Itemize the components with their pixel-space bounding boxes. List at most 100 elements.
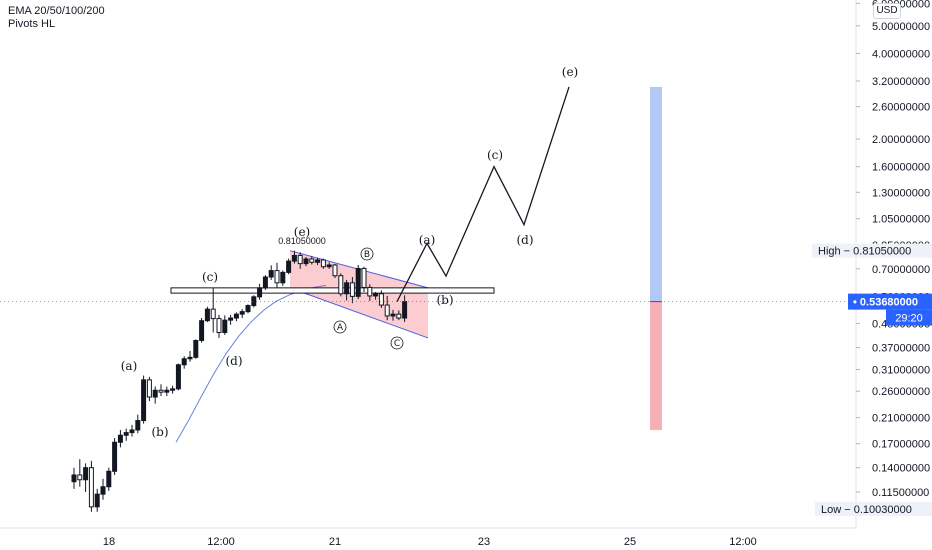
elliott-wave-projection[interactable] xyxy=(396,86,570,302)
candle-up[interactable] xyxy=(187,356,193,360)
candle-down[interactable] xyxy=(384,304,390,317)
candle-up[interactable] xyxy=(71,474,77,483)
candle-up[interactable] xyxy=(251,296,257,307)
price-tick-label: 2.60000000 xyxy=(872,102,930,114)
candle-up[interactable] xyxy=(280,271,286,284)
price-tick-label: 0.31000000 xyxy=(872,364,930,376)
candle-up[interactable] xyxy=(326,264,332,268)
candle-up[interactable] xyxy=(112,441,118,472)
candle-down[interactable] xyxy=(396,313,402,319)
wave-labels: (a) (b) (c) (d) (e) (a) (b) (c) (d) (e) A B C 0.81050… xyxy=(121,65,579,439)
price-tick-label: 0.37000000 xyxy=(872,343,930,355)
candle-up[interactable] xyxy=(94,493,100,508)
candle-up[interactable] xyxy=(170,388,176,391)
last-price-badge[interactable] xyxy=(848,293,932,310)
wave-label: (b) xyxy=(151,425,168,439)
candle-down[interactable] xyxy=(274,270,280,284)
price-axis[interactable]: 6.00000000 5.00000000 4.00000000 3.20000000… xyxy=(0,0,932,516)
candle-up[interactable] xyxy=(106,470,112,488)
legend-pivots[interactable]: Pivots HL xyxy=(8,18,56,30)
candle-up[interactable] xyxy=(239,311,245,315)
price-tick-label: 0.14000000 xyxy=(872,463,930,475)
candle-down[interactable] xyxy=(338,275,344,295)
candle-up[interactable] xyxy=(303,258,309,265)
time-axis[interactable]: 18 12:00 21 23 25 12:00 xyxy=(103,536,757,548)
price-tick-label: 2.00000000 xyxy=(872,134,930,146)
candle-up[interactable] xyxy=(233,313,239,319)
candle-up[interactable] xyxy=(245,305,251,313)
grid xyxy=(0,0,857,529)
candle-down[interactable] xyxy=(320,259,326,268)
candle-up[interactable] xyxy=(152,389,158,398)
candle-down[interactable] xyxy=(367,286,373,297)
price-tick-label: 0.21000000 xyxy=(872,413,930,425)
candle-up[interactable] xyxy=(228,317,234,321)
candle-up[interactable] xyxy=(222,319,228,334)
candle-up[interactable] xyxy=(204,308,210,322)
candle-down[interactable] xyxy=(210,308,216,320)
candle-down[interactable] xyxy=(361,267,367,288)
candle-down[interactable] xyxy=(88,467,94,508)
countdown-badge xyxy=(886,309,932,326)
candle-up[interactable] xyxy=(315,259,321,263)
candle-up[interactable] xyxy=(164,389,170,393)
candle-up[interactable] xyxy=(402,301,408,319)
candle-up[interactable] xyxy=(100,486,106,495)
candle-up[interactable] xyxy=(286,260,292,273)
low-marker-label: Low − 0.10030000 xyxy=(821,504,912,516)
candle-down[interactable] xyxy=(378,293,384,306)
candle-up[interactable] xyxy=(175,364,181,390)
candle-up[interactable] xyxy=(390,313,396,317)
candle-up[interactable] xyxy=(257,287,263,298)
candle-up[interactable] xyxy=(141,379,147,422)
candle-up[interactable] xyxy=(268,270,274,278)
price-tick-label: 1.30000000 xyxy=(872,187,930,199)
candle-down[interactable] xyxy=(349,282,355,297)
position-tool[interactable] xyxy=(650,86,662,430)
resistance-zone xyxy=(170,287,495,294)
wave-label: (d) xyxy=(516,233,533,247)
candle-down[interactable] xyxy=(332,264,338,277)
time-tick-label: 18 xyxy=(103,536,115,548)
candle-up[interactable] xyxy=(291,254,297,262)
candle-down[interactable] xyxy=(216,318,222,334)
candle-up[interactable] xyxy=(193,339,199,358)
candle-down[interactable] xyxy=(77,474,83,481)
corrective-label: C xyxy=(394,339,400,349)
stop-zone[interactable] xyxy=(650,301,662,430)
candle-down[interactable] xyxy=(309,258,315,263)
candle-up[interactable] xyxy=(83,467,89,481)
target-zone[interactable] xyxy=(650,86,662,302)
wave-projection-path[interactable] xyxy=(396,86,570,302)
peak-price-annotation: 0.81050000 xyxy=(278,236,326,246)
candle-up[interactable] xyxy=(199,320,205,341)
candle-up[interactable] xyxy=(135,420,141,431)
candle-up[interactable] xyxy=(123,432,129,436)
price-tick-label: 0.26000000 xyxy=(872,386,930,398)
wave-label: (d) xyxy=(225,354,242,368)
candle-up[interactable] xyxy=(129,429,135,434)
wave-label: (e) xyxy=(294,225,310,239)
legend-ema[interactable]: EMA 20/50/100/200 xyxy=(8,5,105,17)
candle-up[interactable] xyxy=(344,282,350,295)
high-marker-bg xyxy=(812,243,932,258)
candle-up[interactable] xyxy=(181,358,187,366)
candle-up[interactable] xyxy=(262,276,268,289)
currency-badge[interactable]: USD xyxy=(873,3,901,19)
time-tick-label: 12:00 xyxy=(729,536,757,548)
candle-down[interactable] xyxy=(146,379,152,398)
candle-up[interactable] xyxy=(117,434,123,443)
candle-down[interactable] xyxy=(158,389,164,393)
time-tick-label: 21 xyxy=(329,536,341,548)
candle-up[interactable] xyxy=(373,293,379,297)
candle-down[interactable] xyxy=(297,254,303,265)
resistance-box[interactable] xyxy=(170,287,495,294)
price-tick-label: 1.60000000 xyxy=(872,162,930,174)
corrective-label: A xyxy=(337,323,344,333)
wave-label: (b) xyxy=(436,293,453,307)
indicator-legend[interactable]: EMA 20/50/100/200 Pivots HL xyxy=(8,5,105,31)
candlestick-series[interactable] xyxy=(71,250,408,512)
corrective-circle xyxy=(360,247,374,261)
candle-up[interactable] xyxy=(355,267,361,297)
